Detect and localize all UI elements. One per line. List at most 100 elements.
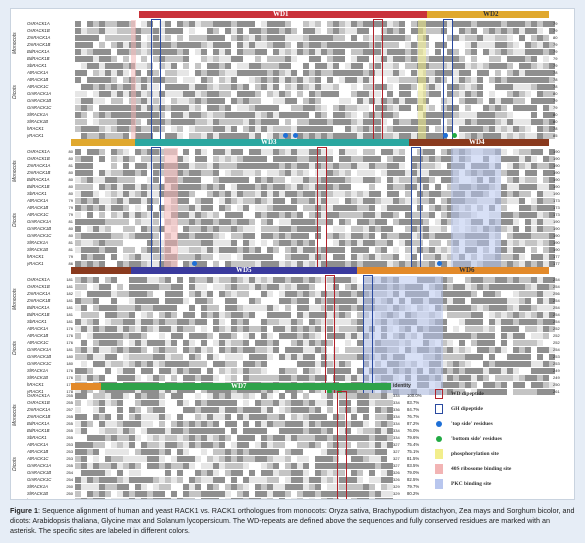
residue-cell <box>81 392 87 399</box>
residue-cell <box>321 204 327 211</box>
residue-cell <box>201 441 207 448</box>
residue-cell <box>171 276 177 283</box>
residue-cell <box>147 62 153 69</box>
residue-cell <box>93 297 99 304</box>
residue-cell <box>339 304 345 311</box>
residue-cell <box>147 27 153 34</box>
residue-cell <box>165 332 171 339</box>
residue-cell <box>345 325 351 332</box>
residue-cell <box>249 162 255 169</box>
residue-cell <box>363 155 369 162</box>
residue-cell <box>285 318 291 325</box>
residue-cell <box>99 162 105 169</box>
residue-cell <box>177 283 183 290</box>
residue-cell <box>123 111 129 118</box>
residue-cell <box>225 20 231 27</box>
residue-cell <box>243 260 249 267</box>
residue-cell <box>513 104 519 111</box>
residue-cell <box>231 27 237 34</box>
residue-cell <box>303 374 309 381</box>
residue-cell <box>399 211 405 218</box>
sequence-start-position: 254 <box>66 470 73 475</box>
residue-cell <box>297 441 303 448</box>
residue-cell <box>153 325 159 332</box>
residue-cell <box>357 290 363 297</box>
residue-cell <box>297 69 303 76</box>
residue-cell <box>465 353 471 360</box>
residue-cell <box>315 169 321 176</box>
residue-cell <box>171 413 177 420</box>
residue-cell <box>213 239 219 246</box>
residue-cell <box>273 169 279 176</box>
residue-cell <box>345 69 351 76</box>
residue-cell <box>375 190 381 197</box>
residue-cell <box>315 246 321 253</box>
residue-cell <box>381 62 387 69</box>
residue-cell <box>489 132 495 139</box>
residue-cell <box>261 118 267 125</box>
residue-cell <box>231 297 237 304</box>
sequence-start-position: 178 <box>66 382 73 387</box>
residue-cell <box>309 455 315 462</box>
residue-cell <box>345 339 351 346</box>
residue-cell <box>315 225 321 232</box>
residue-cell <box>387 97 393 104</box>
species-name: yRACK1 <box>27 261 44 266</box>
residue-cell <box>453 41 459 48</box>
residue-cell <box>549 20 555 27</box>
residue-cell <box>213 399 219 406</box>
residue-cell <box>213 434 219 441</box>
residue-cell <box>147 406 153 413</box>
residue-cell <box>237 353 243 360</box>
residue-cell <box>351 325 357 332</box>
alignment-row: hRACK1 78 <box>11 125 574 132</box>
residue-cell <box>147 76 153 83</box>
gh-dipeptide-box <box>151 19 161 140</box>
residue-cell <box>387 392 393 399</box>
residue-cell <box>237 197 243 204</box>
residue-cell <box>249 155 255 162</box>
residue-cell <box>123 41 129 48</box>
residue-cell <box>105 360 111 367</box>
residue-cell <box>207 90 213 97</box>
residue-cell <box>549 311 555 318</box>
residue-cell <box>189 367 195 374</box>
residue-cell <box>345 260 351 267</box>
residue-cell <box>297 367 303 374</box>
residue-cell <box>87 62 93 69</box>
residue-cell <box>525 27 531 34</box>
residue-cell <box>87 162 93 169</box>
residue-cell <box>195 260 201 267</box>
residue-cell <box>81 27 87 34</box>
residue-cell <box>225 462 231 469</box>
residue-cell <box>99 318 105 325</box>
residue-cell <box>165 55 171 62</box>
residue-cell <box>225 325 231 332</box>
residue-cell <box>183 374 189 381</box>
residue-cell <box>315 469 321 476</box>
residue-cell <box>75 469 81 476</box>
residue-cell <box>195 318 201 325</box>
residue-cell <box>87 246 93 253</box>
residue-cell <box>537 111 543 118</box>
residue-cell <box>99 413 105 420</box>
residue-cell <box>381 20 387 27</box>
residue-cell <box>453 90 459 97</box>
residue-cell <box>549 190 555 197</box>
residue-cell <box>237 190 243 197</box>
residue-cell <box>393 132 399 139</box>
residue-cell <box>81 253 87 260</box>
residue-cell <box>273 118 279 125</box>
residue-cell <box>255 367 261 374</box>
residue-cell <box>225 318 231 325</box>
wd2-label: WD2 <box>483 10 499 18</box>
residue-cell <box>489 367 495 374</box>
residue-cell <box>213 48 219 55</box>
residue-cell <box>519 253 525 260</box>
residue-cell <box>537 34 543 41</box>
residue-cell <box>357 148 363 155</box>
residue-cell <box>111 20 117 27</box>
residue-cell <box>159 132 165 139</box>
residue-cell <box>129 374 135 381</box>
sequence-start-position: 181 <box>66 312 73 317</box>
